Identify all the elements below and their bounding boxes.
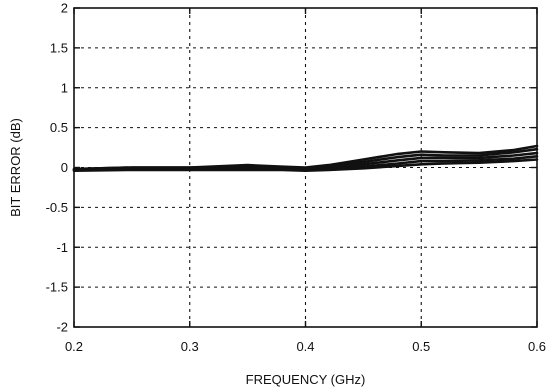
series-group <box>72 144 539 172</box>
y-tick-label: -0.5 <box>46 200 68 215</box>
y-tick-label: -1 <box>56 240 68 255</box>
x-axis-label: FREQUENCY (GHz) <box>246 372 366 387</box>
y-axis-label: BIT ERROR (dB) <box>8 118 23 217</box>
series-line-5 <box>72 158 539 172</box>
ticks <box>73 7 538 328</box>
y-tick-labels: -2 -1.5 -1 -0.5 0 0.5 1 1.5 2 <box>46 1 68 335</box>
y-tick-label: 1 <box>61 80 68 95</box>
x-tick-label: 0.3 <box>181 339 199 354</box>
y-tick-label: 1.5 <box>50 40 68 55</box>
y-tick-label: -1.5 <box>46 280 68 295</box>
x-tick-labels: 0.2 0.3 0.4 0.5 0.6 <box>65 339 546 354</box>
y-tick-label: 2 <box>61 1 68 16</box>
x-tick-label: 0.6 <box>528 339 546 354</box>
x-tick-label: 0.5 <box>412 339 430 354</box>
y-tick-label: 0.5 <box>50 120 68 135</box>
y-tick-label: 0 <box>61 160 68 175</box>
y-tick-label: -2 <box>56 320 68 335</box>
x-tick-label: 0.4 <box>296 339 314 354</box>
x-tick-label: 0.2 <box>65 339 83 354</box>
